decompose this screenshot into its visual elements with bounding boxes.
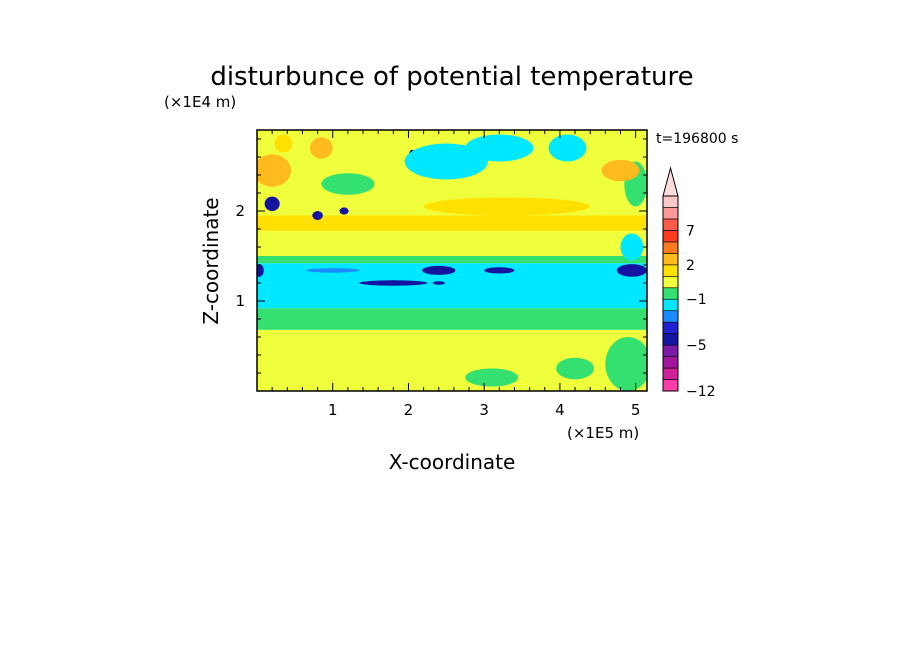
contour-feature-22 [605, 337, 647, 391]
contour-feature-18 [620, 233, 644, 261]
contour-feature-21 [601, 159, 640, 182]
x-axis-label: X-coordinate [389, 450, 516, 474]
colorbar-segment [662, 218, 679, 231]
time-label: t=196800 s [656, 131, 738, 147]
contour-feature-5 [306, 268, 360, 273]
contour-feature-16 [548, 134, 587, 162]
contour-feature-19 [321, 173, 375, 195]
contour-feature-6 [616, 264, 647, 277]
colorbar-segment [662, 298, 679, 312]
contour-feature-24 [347, 350, 394, 369]
colorbar-segment [662, 367, 679, 380]
contour-band-10 [257, 179, 647, 198]
colorbar-segment [662, 241, 679, 254]
contour-band-6 [257, 242, 647, 256]
y-tick-label: 1 [235, 292, 245, 310]
y-axis-ticks: 12 [235, 138, 647, 374]
contour-feature-3 [484, 267, 515, 274]
colorbar-segment [662, 356, 679, 369]
contour-feature-15 [465, 134, 534, 162]
colorbar-frame [662, 195, 679, 392]
colorbar-label: 2 [686, 258, 695, 274]
colorbar-label: 7 [686, 223, 695, 239]
x-axis-ticks: 1 2 3 4 5 [271, 130, 641, 419]
colorbar: 7 2 −1 −5 −12 [662, 166, 716, 400]
contour-feature-25 [465, 368, 519, 387]
colorbar-segment [662, 264, 679, 277]
colorbar-segment [662, 321, 679, 334]
contour-feature-20 [423, 197, 591, 216]
contour-field [257, 130, 647, 391]
contour-band-3 [257, 308, 647, 319]
contour-feature-4 [257, 264, 264, 277]
contour-band-1 [257, 329, 647, 351]
x-tick-label: 5 [631, 401, 641, 419]
colorbar-segment [662, 344, 679, 357]
contour-feature-9 [274, 134, 293, 153]
contour-feature-2 [422, 265, 456, 275]
contour-feature-10 [264, 196, 280, 211]
x-tick-label: 4 [555, 401, 565, 419]
contour-band-5 [257, 256, 647, 264]
colorbar-label: −1 [686, 292, 707, 308]
colorbar-label: −12 [686, 384, 716, 400]
contour-feature-0 [359, 280, 428, 286]
contour-band-2 [257, 319, 647, 330]
contour-feature-12 [339, 207, 349, 215]
colorbar-segment [662, 207, 679, 220]
contour-feature-11 [312, 211, 323, 220]
chart-title: disturbunce of potential temperature [210, 62, 693, 92]
contour-feature-23 [268, 344, 307, 366]
contour-band-7 [257, 230, 647, 243]
contour-feature-7 [257, 154, 292, 187]
contour-feature-14 [404, 143, 488, 180]
colorbar-label: −5 [686, 338, 707, 354]
colorbar-segment [662, 333, 679, 346]
x-tick-label: 1 [328, 401, 338, 419]
contour-feature-1 [432, 281, 445, 285]
y-axis-label: Z-coordinate [199, 197, 223, 324]
colorbar-segment [662, 310, 679, 323]
plot-frame [256, 129, 648, 392]
colorbar-segment [662, 253, 679, 266]
contour-feature-8 [310, 137, 333, 159]
x-tick-label: 3 [479, 401, 489, 419]
colorbar-segment [662, 275, 679, 289]
contour-band-8 [257, 215, 647, 231]
x-unit-label: (×1E5 m) [567, 424, 639, 442]
colorbar-segment [662, 230, 679, 243]
y-unit-label: (×1E4 m) [164, 93, 236, 111]
colorbar-segment [662, 379, 679, 392]
contour-feature-26 [556, 357, 594, 380]
x-tick-label: 2 [404, 401, 414, 419]
y-tick-label: 2 [235, 202, 245, 220]
colorbar-segment [662, 287, 679, 300]
colorbar-extension [662, 166, 679, 197]
colorbar-segment [662, 195, 679, 208]
contour-feature-27 [438, 350, 485, 369]
